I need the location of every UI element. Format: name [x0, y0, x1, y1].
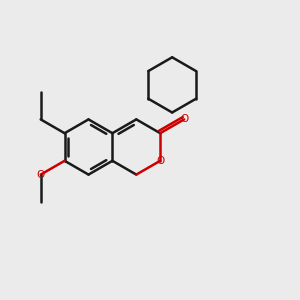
Text: O: O	[180, 114, 188, 124]
Text: O: O	[37, 169, 45, 180]
Text: O: O	[156, 156, 164, 166]
